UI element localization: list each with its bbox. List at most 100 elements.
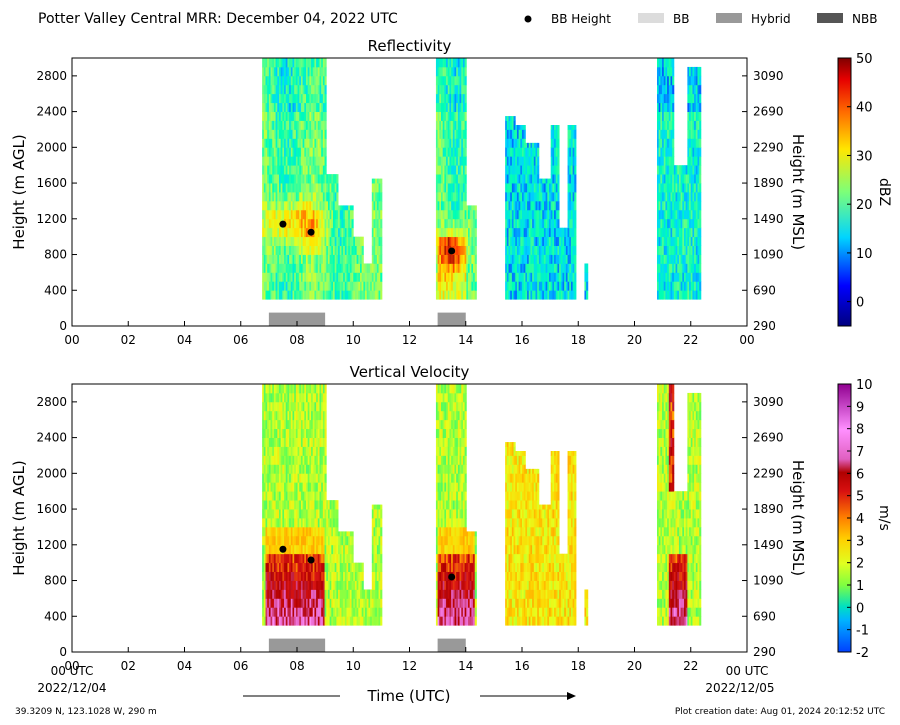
- heatmap-cell: [677, 192, 680, 202]
- heatmap-cell: [667, 58, 670, 68]
- heatmap-cell: [302, 84, 305, 95]
- heatmap-cell: [449, 473, 452, 483]
- heatmap-cell: [446, 209, 449, 220]
- heatmap-cell: [368, 607, 371, 617]
- heatmap-cell: [373, 227, 376, 238]
- heatmap-cell: [437, 254, 440, 264]
- heatmap-cell: [378, 236, 381, 246]
- heatmap-cell: [444, 446, 447, 456]
- heatmap-cell: [658, 200, 661, 211]
- heatmap-cell: [295, 473, 298, 483]
- heatmap-cell: [349, 580, 352, 590]
- heatmap-cell: [311, 535, 314, 546]
- heatmap-cell: [300, 384, 304, 394]
- heatmap-cell: [441, 526, 444, 537]
- heatmap-cell: [439, 254, 442, 264]
- heatmap-cell: [343, 589, 346, 599]
- heatmap-cell: [304, 464, 307, 474]
- heatmap-cell: [667, 93, 670, 104]
- heatmap-cell: [444, 138, 447, 148]
- heatmap-cell: [677, 227, 680, 238]
- heatmap-cell: [277, 93, 280, 104]
- heatmap-cell: [275, 58, 278, 68]
- heatmap-cell: [569, 147, 572, 157]
- heatmap-cell: [348, 281, 351, 291]
- heatmap-cell: [273, 491, 277, 501]
- heatmap-cell: [309, 607, 312, 617]
- heatmap-cell: [275, 93, 278, 104]
- bb-type-bar-1: [437, 312, 466, 326]
- heatmap-cell: [316, 281, 319, 291]
- heatmap-cell: [302, 500, 305, 510]
- heatmap-cell: [360, 562, 363, 572]
- heatmap-cell: [267, 455, 270, 465]
- heatmap-cell: [349, 209, 352, 220]
- heatmap-cell: [672, 227, 675, 238]
- heatmap-cell: [282, 183, 285, 193]
- heatmap-cell: [316, 464, 319, 474]
- heatmap-cell: [668, 245, 671, 255]
- heatmap-cell: [333, 607, 336, 617]
- heatmap-cell: [662, 66, 665, 77]
- heatmap-cell: [321, 183, 324, 193]
- heatmap-cell: [668, 84, 671, 95]
- heatmap-cell: [321, 518, 324, 528]
- heatmap-cell: [262, 544, 265, 555]
- heatmap-cell: [468, 209, 471, 220]
- heatmap-cell: [444, 535, 447, 546]
- heatmap-cell: [314, 66, 317, 77]
- heatmap-cell: [279, 102, 282, 112]
- heatmap-cell: [317, 616, 320, 626]
- heatmap-cell: [441, 419, 444, 430]
- heatmap-cell: [511, 254, 514, 264]
- heatmap-cell: [535, 200, 538, 211]
- heatmap-cell: [567, 156, 570, 166]
- heatmap-cell: [447, 227, 450, 238]
- heatmap-cell: [263, 263, 266, 273]
- heatmap-cell: [444, 183, 447, 193]
- heatmap-cell: [289, 616, 292, 626]
- heatmap-cell: [307, 218, 310, 229]
- heatmap-cell: [462, 192, 466, 202]
- x-tick-label: 20: [627, 333, 642, 347]
- heatmap-cell: [471, 218, 474, 229]
- heatmap-cell: [508, 218, 511, 229]
- heatmap-cell: [469, 245, 472, 255]
- heatmap-cell: [447, 192, 450, 202]
- heatmap-cell: [316, 526, 319, 537]
- heatmap-cell: [329, 553, 332, 564]
- heatmap-cell: [668, 209, 671, 220]
- heatmap-cell: [275, 281, 278, 291]
- heatmap-cell: [344, 245, 347, 255]
- heatmap-cell: [314, 428, 317, 438]
- heatmap-cell: [672, 66, 675, 77]
- heatmap-cell: [564, 281, 567, 291]
- heatmap-cell: [273, 526, 277, 537]
- heatmap-cell: [312, 589, 315, 599]
- heatmap-cell: [265, 209, 268, 220]
- heatmap-cell: [542, 178, 545, 184]
- heatmap-cell: [285, 553, 288, 564]
- heatmap-cell: [511, 236, 514, 246]
- heatmap-cell: [469, 209, 472, 220]
- heatmap-cell: [336, 227, 339, 238]
- heatmap-cell: [570, 263, 574, 273]
- heatmap-cell: [699, 129, 702, 139]
- heatmap-cell: [378, 518, 381, 528]
- heatmap-cell: [302, 111, 305, 121]
- heatmap-cell: [516, 183, 520, 193]
- heatmap-cell: [446, 236, 449, 246]
- heatmap-cell: [287, 245, 290, 255]
- heatmap-cell: [673, 236, 676, 246]
- heatmap-cell: [309, 589, 312, 599]
- heatmap-cell: [284, 120, 287, 130]
- heatmap-cell: [336, 607, 339, 617]
- heatmap-cell: [290, 192, 293, 202]
- heatmap-cell: [295, 290, 298, 300]
- heatmap-cell: [437, 535, 440, 546]
- heatmap-cell: [451, 102, 454, 112]
- heatmap-cell: [338, 544, 341, 555]
- heatmap-cell: [452, 209, 455, 220]
- heatmap-cell: [275, 437, 278, 447]
- heatmap-cell: [341, 263, 344, 273]
